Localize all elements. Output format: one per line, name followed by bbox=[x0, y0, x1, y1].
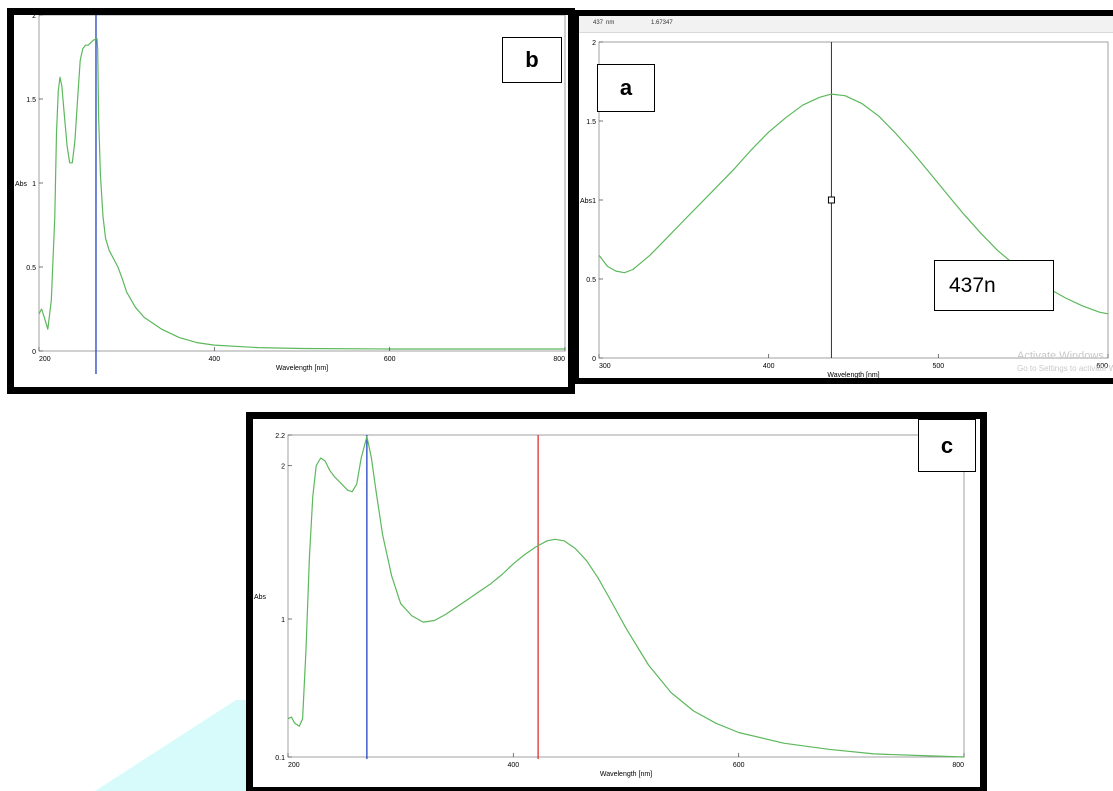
y-tick-label: 0.1 bbox=[275, 755, 285, 762]
readout-unit: nm bbox=[606, 20, 615, 26]
x-tick-label: 800 bbox=[553, 356, 565, 363]
y-tick-label: 2 bbox=[281, 464, 285, 471]
watermark-line2: Go to Settings to activate W bbox=[1017, 364, 1113, 373]
absorbance-curve bbox=[38, 37, 565, 350]
plot-frame bbox=[38, 15, 566, 352]
peak-callout: 437n bbox=[934, 260, 1054, 311]
y-tick-label: 2.2 bbox=[275, 433, 285, 440]
y-tick-label: 0 bbox=[32, 349, 36, 356]
x-tick-label: 600 bbox=[384, 356, 396, 363]
x-axis-label: Wavelength [nm] bbox=[600, 771, 652, 778]
cursor-point bbox=[827, 196, 835, 204]
y-tick-label: 0.5 bbox=[26, 265, 36, 272]
panel-b-label: b bbox=[502, 37, 562, 83]
panel-b: 200 400 600 800 0 0.5 1 1.5 2 Wavelength [nm] Abs … bbox=[7, 8, 575, 394]
x-axis-label: Wavelength [nm] bbox=[827, 372, 879, 378]
x-axis-label: Wavelength [nm] bbox=[276, 365, 328, 372]
y-tick-label: 1 bbox=[592, 198, 596, 205]
y-tick-label: 0.5 bbox=[586, 277, 596, 284]
y-tick-label: 1 bbox=[32, 181, 36, 188]
chart-a: 300 400 500 600 0 0.5 1 1.5 2 Wavelength [nm] Abs bbox=[580, 40, 1109, 378]
y-tick-label: 1.5 bbox=[26, 97, 36, 104]
x-tick-label: 400 bbox=[763, 363, 775, 370]
readout-value: 1.67347 bbox=[651, 20, 673, 26]
x-tick-label: 400 bbox=[507, 762, 519, 769]
readout-wavelength: 437 bbox=[593, 20, 604, 26]
x-tick-label: 400 bbox=[208, 356, 220, 363]
y-tick-label: 2 bbox=[32, 15, 36, 20]
x-tick-label: 500 bbox=[932, 363, 944, 370]
x-tick-label: 600 bbox=[733, 762, 745, 769]
y-tick-label: 1.5 bbox=[586, 119, 596, 126]
y-axis-label: Abs bbox=[580, 198, 593, 205]
x-tick-label: 800 bbox=[952, 762, 964, 769]
x-tick-label: 200 bbox=[288, 762, 300, 769]
y-tick-label: 1 bbox=[281, 617, 285, 624]
panel-a-label: a bbox=[597, 64, 655, 112]
panel-c: 200 400 600 800 0.1 1 2 2.2 Wavelength [nm] Abs c bbox=[246, 412, 987, 791]
x-tick-label: 300 bbox=[599, 363, 611, 370]
chart-c: 200 400 600 800 0.1 1 2 2.2 Wavelength [nm] Abs bbox=[254, 433, 965, 778]
watermark-line1: Activate Windows bbox=[1017, 350, 1104, 362]
x-tick-label: 600 bbox=[1096, 363, 1108, 370]
plot-frame bbox=[287, 434, 965, 758]
y-axis-label: Abs bbox=[15, 181, 28, 188]
panel-a: 437 nm 1.67347 300 400 500 600 0 0.5 1 1.5 2 Wave… bbox=[575, 10, 1113, 384]
cursor-readout: 437 nm 1.67347 bbox=[579, 16, 1113, 33]
y-tick-label: 2 bbox=[592, 40, 596, 47]
x-tick-label: 200 bbox=[39, 356, 51, 363]
y-axis-label: Abs bbox=[254, 594, 267, 601]
panel-c-label: c bbox=[918, 419, 976, 472]
y-tick-label: 0 bbox=[592, 356, 596, 363]
absorbance-curve bbox=[287, 435, 965, 758]
chart-b: 200 400 600 800 0 0.5 1 1.5 2 Wavelength [nm] Abs bbox=[15, 15, 566, 374]
